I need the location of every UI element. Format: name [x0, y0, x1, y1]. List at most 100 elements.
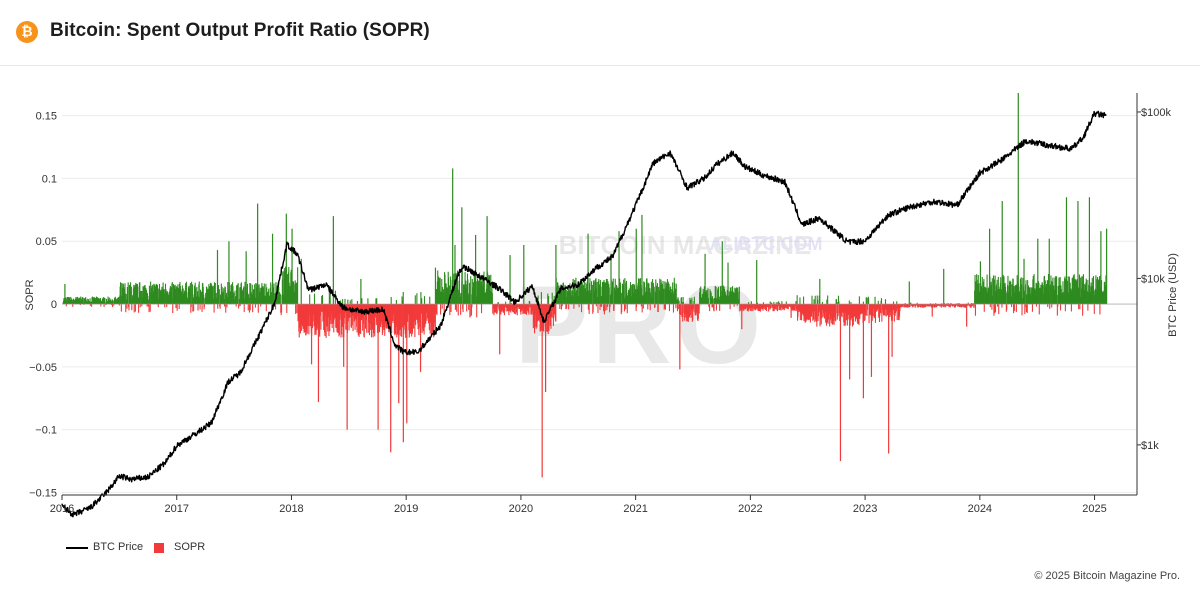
sopr-bar [445, 283, 447, 305]
sopr-chart[interactable]: BITCOIN MAGAZINE PRO ALIBTC.COM 2016 2017… [0, 66, 1200, 592]
sopr-bar [603, 280, 605, 305]
sopr-bar [919, 304, 921, 308]
sopr-bar [763, 304, 765, 310]
sopr-bar [729, 294, 731, 305]
sopr-bar [777, 304, 779, 307]
sopr-bar [497, 304, 499, 307]
sopr-bar [560, 304, 562, 310]
sopr-bar [689, 304, 691, 315]
sopr-bar [681, 304, 683, 318]
sopr-bar [108, 300, 110, 305]
sopr-bar [676, 304, 679, 312]
sopr-bar [90, 301, 92, 305]
sopr-bar [443, 292, 445, 305]
sopr-bar [781, 301, 783, 305]
sopr-bar [658, 286, 660, 305]
sopr-bar [396, 304, 398, 338]
sopr-bar [613, 304, 615, 311]
sopr-bar [625, 304, 627, 310]
sopr-bar [1068, 276, 1070, 305]
sopr-bar [715, 286, 717, 305]
sopr-bar [497, 302, 499, 305]
sopr-spike [1037, 238, 1039, 305]
chart-area[interactable]: BITCOIN MAGAZINE PRO ALIBTC.COM 2016 2017… [0, 66, 1200, 592]
sopr-bar [896, 304, 898, 321]
sopr-bar [852, 304, 854, 327]
sopr-bar [565, 304, 567, 310]
sopr-bar [921, 304, 923, 307]
sopr-bar [289, 286, 291, 305]
sopr-bar [972, 302, 974, 305]
sopr-bar [193, 304, 195, 312]
sopr-bar [640, 304, 642, 307]
sopr-bar [401, 304, 403, 337]
sopr-spike [398, 304, 400, 404]
sopr-bar [197, 291, 199, 305]
sopr-spike [756, 260, 758, 305]
sopr-bar [361, 298, 363, 305]
sopr-bar [682, 297, 684, 305]
sopr-bar [942, 304, 944, 308]
sopr-bar [176, 288, 178, 305]
sopr-bar [904, 303, 906, 305]
sopr-bar [941, 303, 943, 305]
sopr-bar [989, 304, 991, 308]
sopr-bar [668, 304, 671, 312]
sopr-bar [1060, 304, 1062, 311]
sopr-bar [440, 304, 442, 315]
legend-line-marker [66, 547, 88, 549]
sopr-bar [932, 304, 934, 307]
sopr-bar [400, 304, 402, 337]
sopr-bar [733, 292, 735, 305]
sopr-bar [858, 304, 860, 325]
sopr-bar [561, 304, 563, 307]
sopr-bar [546, 304, 548, 333]
sopr-bar [799, 304, 801, 311]
sopr-bar [794, 304, 797, 307]
sopr-bar [632, 283, 634, 305]
sopr-bar [92, 297, 94, 305]
sopr-bar [119, 282, 122, 305]
sopr-bar [578, 304, 580, 308]
x-tick-label: 2024 [968, 503, 992, 515]
sopr-bar [82, 297, 84, 305]
sopr-bar [635, 304, 637, 312]
sopr-bar [95, 298, 97, 305]
sopr-bar [584, 288, 586, 305]
sopr-bar [736, 304, 738, 306]
sopr-bar [259, 287, 261, 305]
sopr-bar [178, 304, 180, 310]
sopr-bar [711, 296, 713, 305]
sopr-bar [131, 304, 133, 311]
sopr-bar [282, 271, 284, 305]
sopr-bar [273, 283, 275, 305]
sopr-bar [772, 304, 775, 311]
sopr-bar [747, 304, 749, 312]
sopr-bar [1078, 274, 1080, 305]
sopr-bar [540, 304, 542, 331]
sopr-bar [390, 296, 392, 305]
sopr-bar [973, 304, 975, 308]
sopr-bar [413, 304, 415, 329]
sopr-bar [1045, 286, 1047, 305]
sopr-bar [357, 304, 359, 336]
sopr-bar [1013, 304, 1015, 314]
sopr-bar [455, 273, 457, 305]
sopr-bar [298, 304, 300, 338]
sopr-bar [762, 304, 764, 311]
sopr-bar [305, 304, 308, 332]
watermark-small-text: BITCOIN MAGAZINE [559, 230, 812, 260]
sopr-spike [317, 304, 320, 403]
sopr-bar [224, 287, 226, 305]
sopr-bar [773, 301, 775, 305]
sopr-bar [698, 304, 700, 314]
sopr-bar [994, 304, 996, 314]
sopr-bar [334, 304, 336, 319]
sopr-bar [190, 304, 192, 313]
sopr-bar [862, 301, 864, 305]
sopr-bar [599, 284, 601, 305]
sopr-bar [467, 293, 469, 305]
sopr-bar [93, 297, 95, 305]
sopr-bar [249, 283, 251, 305]
sopr-bar [707, 288, 709, 305]
